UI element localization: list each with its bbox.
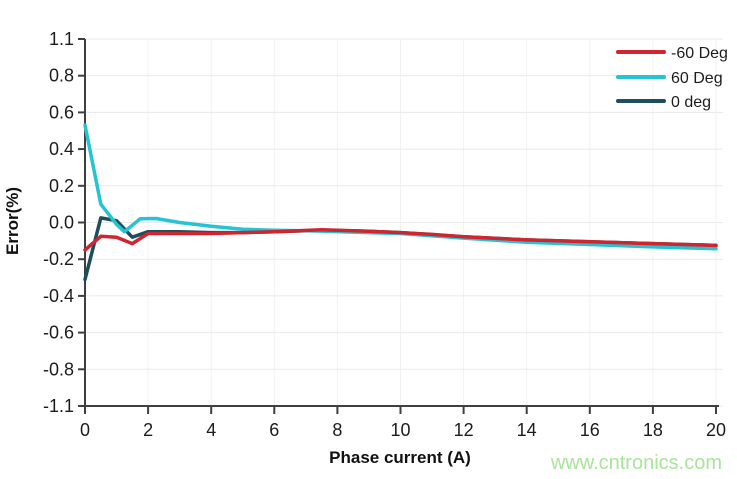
x-tick-label: 4 — [206, 420, 216, 440]
legend-label-0-deg: 0 deg — [671, 94, 711, 111]
x-tick-label: 20 — [706, 420, 726, 440]
legend: -60 Deg 60 Deg 0 deg — [616, 45, 728, 111]
tick-labels: 1.1 0.8 0.6 0.4 0.2 0.0 -0.2 -0.4 -0.6 -0.8 -1.1 0 2… — [43, 29, 726, 440]
legend-label-60-deg: 60 Deg — [671, 70, 723, 87]
x-tick-label: 14 — [517, 420, 537, 440]
x-tick-label: 2 — [143, 420, 153, 440]
x-tick-label: 0 — [80, 420, 90, 440]
y-tick-label: -0.4 — [43, 286, 74, 306]
x-tick-label: 18 — [643, 420, 663, 440]
gridlines — [85, 38, 723, 407]
y-tick-label: 1.1 — [49, 29, 74, 49]
y-tick-label: 0.8 — [49, 66, 74, 86]
y-tick-label: 0.6 — [49, 102, 74, 122]
y-tick-label: 0.2 — [49, 176, 74, 196]
plot-lines — [83, 123, 718, 282]
x-tick-label: 6 — [269, 420, 279, 440]
y-tick-label: -0.6 — [43, 323, 74, 343]
x-tick-label: 12 — [454, 420, 474, 440]
legend-label-minus-60-deg: -60 Deg — [671, 45, 728, 62]
y-axis-title: Error(%) — [3, 187, 22, 255]
y-tick-label: -0.2 — [43, 249, 74, 269]
x-tick-label: 16 — [580, 420, 600, 440]
x-axis-title: Phase current (A) — [329, 448, 471, 467]
series-line-60-deg — [83, 123, 718, 251]
y-tick-label: 0.4 — [49, 139, 74, 159]
y-tick-label: 0.0 — [49, 213, 74, 233]
x-tick-label: 8 — [332, 420, 342, 440]
axes — [78, 38, 719, 414]
x-tick-label: 10 — [390, 420, 410, 440]
y-tick-label: -1.1 — [43, 396, 74, 416]
y-tick-label: -0.8 — [43, 359, 74, 379]
series-line--60-deg — [83, 228, 718, 252]
watermark: www.cntronics.com — [550, 452, 722, 474]
